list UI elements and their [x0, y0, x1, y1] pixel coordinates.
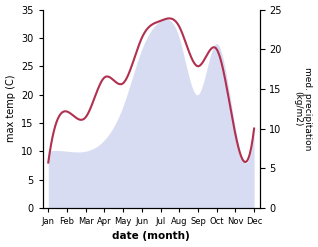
X-axis label: date (month): date (month) [112, 231, 190, 242]
Y-axis label: med. precipitation
(kg/m2): med. precipitation (kg/m2) [293, 67, 313, 150]
Y-axis label: max temp (C): max temp (C) [5, 75, 16, 143]
